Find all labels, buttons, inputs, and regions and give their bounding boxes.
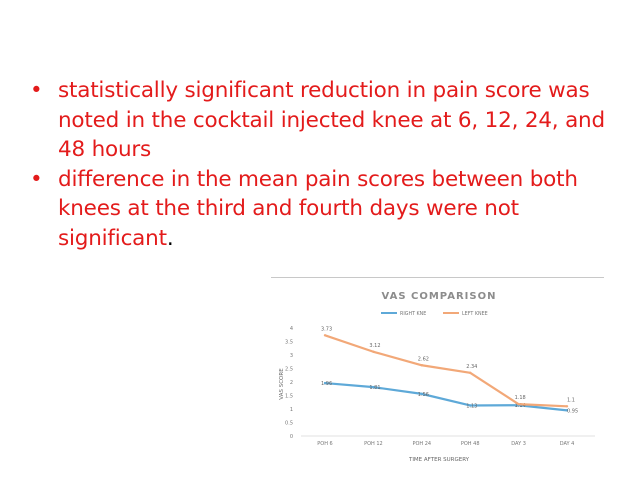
y-tick-label: 4 — [290, 326, 293, 332]
chart-title: VAS COMPARISON — [382, 291, 497, 302]
data-label: 1.13 — [466, 403, 477, 409]
data-point — [517, 402, 520, 406]
data-point — [565, 405, 569, 408]
data-label: 1.81 — [369, 385, 380, 391]
data-point — [420, 392, 423, 396]
x-axis-title: TIME AFTER SURGERY — [408, 457, 470, 463]
series-line — [324, 381, 568, 412]
chart-legend: RIGHT KNE LEFT KNEE — [381, 311, 488, 317]
chart-axes: 0 0.5 1 1.5 2 2.5 3 3.5 4 POH 6 POH 12 POH 24 POH 48… — [285, 326, 595, 447]
legend-label: RIGHT KNE — [400, 311, 426, 317]
chart-background — [273, 280, 605, 464]
y-tick-label: 0.5 — [285, 421, 293, 427]
bullet-text: difference in the mean pain scores betwe… — [58, 166, 578, 251]
data-point — [372, 385, 375, 389]
data-point — [323, 334, 327, 337]
data-label: 2.34 — [466, 364, 477, 370]
x-tick-label: POH 6 — [317, 441, 332, 447]
vas-comparison-chart: VAS COMPARISON RIGHT KNE LEFT KNEE 0 0.5 1 1… — [273, 280, 605, 464]
data-label: 1.96 — [321, 381, 332, 387]
x-tick-label: DAY 3 — [511, 441, 526, 447]
x-tick-label: POH 48 — [461, 441, 480, 447]
bullet-list: • statistically significant reduction in… — [30, 76, 630, 253]
y-tick-label: 1.5 — [285, 394, 293, 400]
series-line — [324, 334, 568, 408]
y-tick-label: 2 — [290, 380, 293, 386]
data-label: 2.62 — [418, 356, 429, 362]
legend-label: LEFT KNEE — [462, 311, 488, 317]
y-tick-label: 3 — [290, 353, 293, 359]
bullet-dot-icon: • — [30, 166, 43, 192]
data-point — [469, 371, 472, 375]
bullet-period: . — [166, 225, 174, 251]
data-label: 1.1 — [567, 397, 575, 403]
data-point — [372, 350, 375, 353]
data-point — [469, 404, 472, 407]
bullet-item: • difference in the mean pain scores bet… — [30, 165, 630, 254]
y-tick-label: 2.5 — [285, 367, 293, 373]
data-point — [565, 409, 569, 412]
data-label: 1.18 — [515, 395, 526, 401]
x-tick-label: DAY 4 — [560, 441, 575, 447]
chart-top-divider — [271, 277, 604, 278]
chart-series: 1.96 1.81 1.56 1.13 1.14 0.95 3.73 3.12 2.62 2.34… — [321, 326, 578, 414]
data-label: 3.12 — [369, 343, 380, 349]
bullet-text: statistically significant reduction in p… — [58, 78, 605, 162]
x-tick-label: POH 12 — [364, 441, 383, 447]
data-label: 1.56 — [418, 392, 429, 398]
bullet-dot-icon: • — [30, 78, 43, 103]
data-label: 0.95 — [567, 408, 578, 414]
y-tick-label: 3.5 — [285, 340, 293, 346]
data-label: 1.14 — [515, 403, 526, 409]
y-tick-label: 1 — [290, 407, 293, 413]
y-tick-label: 0 — [290, 434, 293, 440]
x-tick-label: POH 24 — [412, 441, 431, 447]
data-label: 3.73 — [321, 326, 332, 332]
bullet-item: • statistically significant reduction in… — [30, 76, 630, 165]
data-point — [420, 364, 423, 367]
data-point — [323, 381, 327, 385]
y-axis-title: VAS SCORE — [279, 368, 285, 400]
